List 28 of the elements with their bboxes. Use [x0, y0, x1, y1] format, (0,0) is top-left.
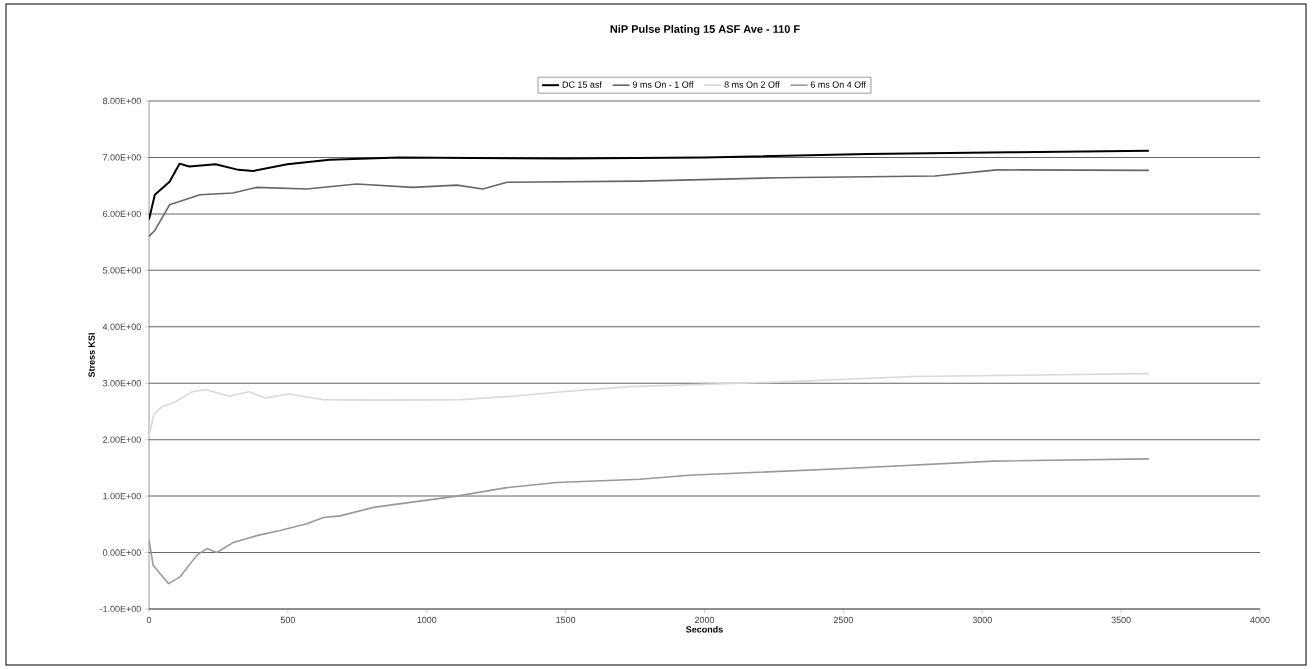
x-tick-label: 1500 — [556, 616, 576, 624]
x-tick-label: 4000 — [1250, 616, 1270, 624]
y-axis-title: Stress KSI — [88, 333, 95, 378]
y-tick-label: 1.00E+00 — [103, 492, 141, 500]
y-tick-label: -1.00E+00 — [100, 605, 141, 613]
x-tick-label: 1000 — [417, 616, 437, 624]
line-series — [149, 372, 1150, 438]
x-tick-label: 0 — [146, 616, 152, 624]
y-tick-label: 7.00E+00 — [103, 154, 141, 161]
y-tick-label: 0.00E+00 — [102, 549, 141, 556]
y-tick-label: 4.00E+00 — [102, 323, 141, 330]
legend-label: 8 ms On 2 Off — [724, 81, 780, 88]
x-tick-label: 3000 — [972, 616, 992, 624]
x-tick-label: 2000 — [694, 616, 715, 624]
y-tick-label: 5.00E+00 — [102, 267, 141, 274]
x-tick-label: 500 — [280, 616, 296, 624]
y-tick-label: 2.00E+00 — [103, 436, 141, 443]
x-tick-label: 3500 — [1111, 616, 1131, 624]
chart-title: NiP Pulse Plating 15 ASF Ave - 110 F — [610, 24, 800, 36]
legend-label: 6 ms On 4 Off — [810, 81, 866, 88]
y-tick-label: 6.00E+00 — [103, 210, 141, 218]
legend-label: 9 ms On - 1 Off — [632, 81, 694, 88]
y-tick-label: 3.00E+00 — [102, 380, 141, 387]
legend-label: DC 15 asf — [562, 81, 602, 88]
x-axis-title: Seconds — [686, 625, 723, 633]
line-series — [149, 458, 1150, 585]
x-tick-label: 2500 — [833, 616, 853, 624]
y-tick-label: 8.00E+00 — [102, 97, 141, 105]
